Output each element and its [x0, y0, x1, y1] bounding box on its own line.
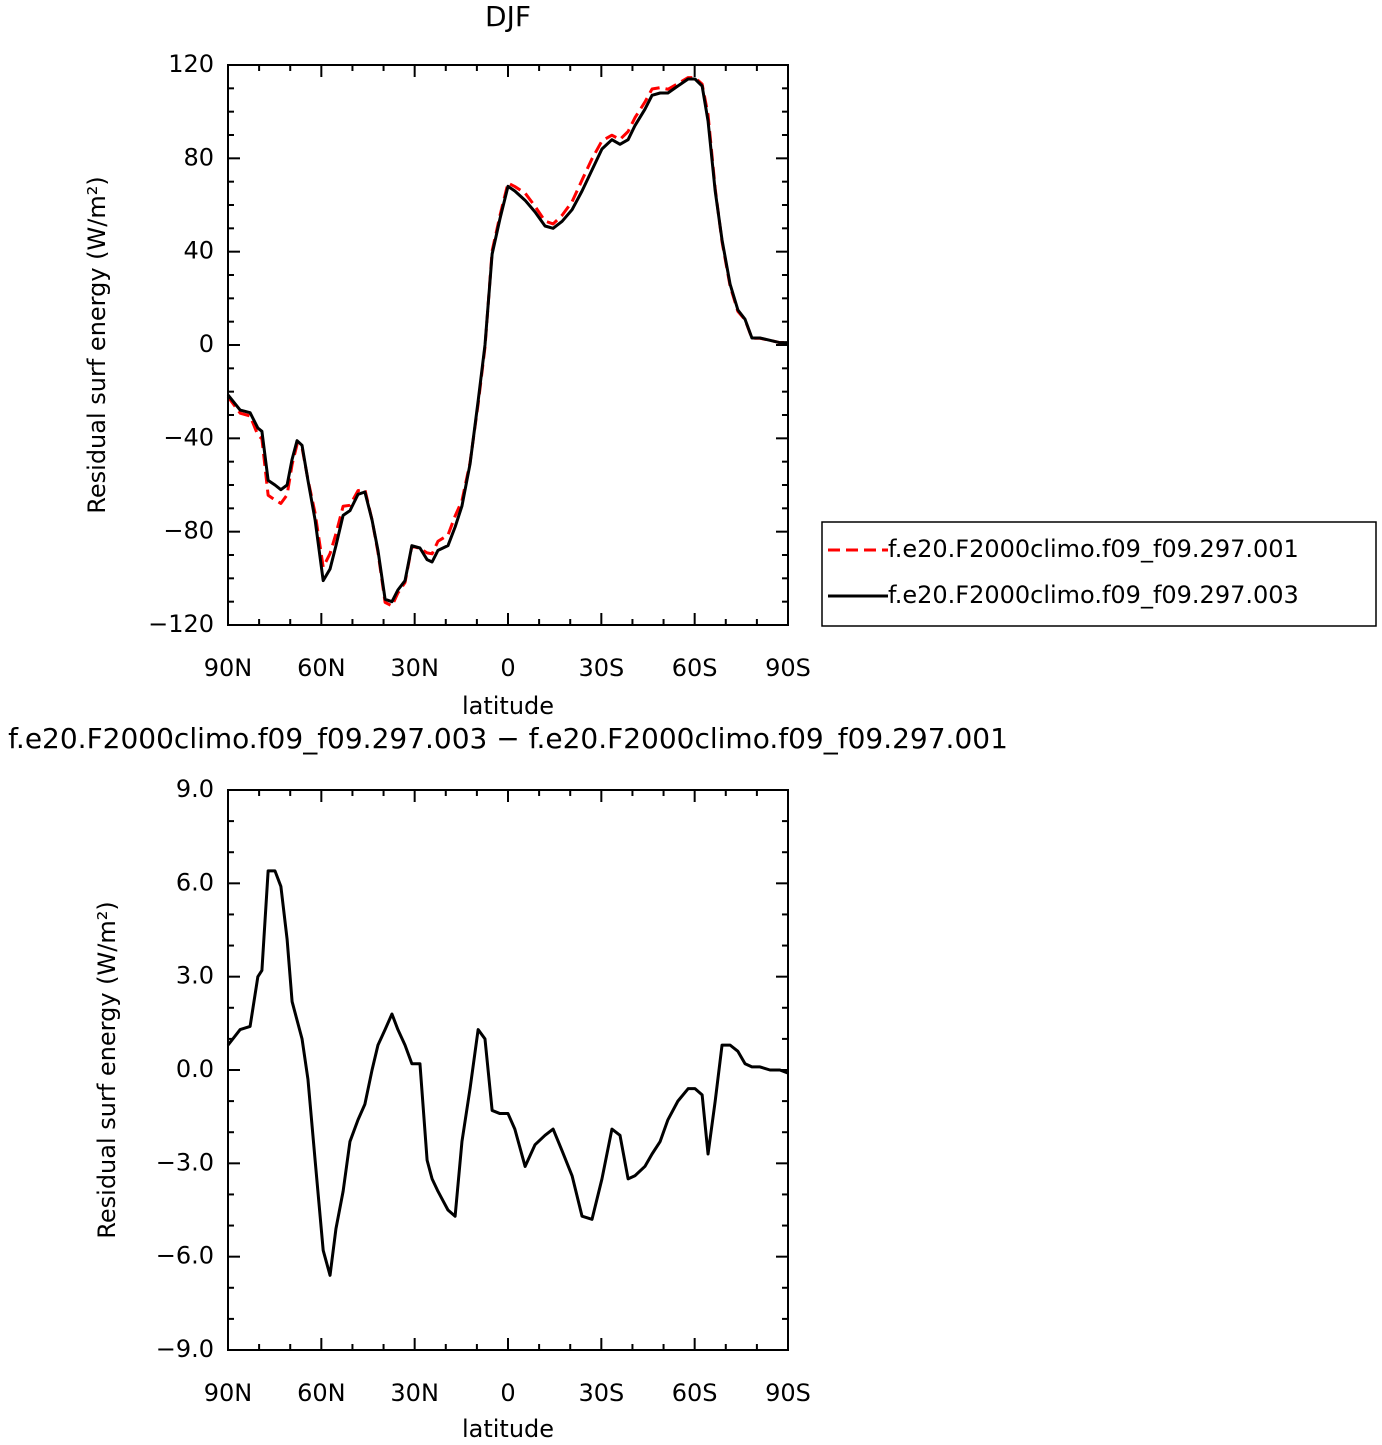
x-tick-label: 30S	[578, 1379, 624, 1407]
y-tick-label: 6.0	[176, 868, 214, 896]
y-tick-label: −120	[148, 610, 214, 638]
data-line	[226, 76, 789, 608]
y-tick-label: −6.0	[156, 1242, 214, 1270]
y-tick-label: 0	[199, 330, 214, 358]
x-tick-label: 60N	[297, 654, 346, 682]
plot-frame	[227, 789, 789, 1351]
y-tick-label: −80	[163, 517, 214, 545]
panel: DJF latitude Residual surf energy (W/m²) 90…	[83, 0, 1377, 720]
x-tick-label: 60N	[297, 1379, 346, 1407]
y-tick-label: −9.0	[156, 1335, 214, 1363]
legend-box	[821, 521, 1377, 627]
y-tick-label: 40	[183, 237, 214, 265]
y-tick-label: 120	[168, 50, 214, 78]
x-tick-label: 60S	[672, 654, 718, 682]
y-axis-label: Residual surf energy (W/m²)	[93, 901, 121, 1238]
chart-title: f.e20.F2000climo.f09_f09.297.003 − f.e20…	[8, 722, 1008, 755]
x-tick-label: 30S	[578, 654, 624, 682]
x-tick-label: 0	[500, 654, 515, 682]
plot-frame	[227, 64, 789, 626]
x-tick-label: 90N	[204, 1379, 253, 1407]
chart-title: DJF	[485, 0, 531, 33]
data-line	[226, 869, 789, 1277]
x-tick-label: 0	[500, 1379, 515, 1407]
x-tick-label: 30N	[390, 654, 439, 682]
y-axis-label: Residual surf energy (W/m²)	[83, 176, 111, 513]
y-tick-label: 0.0	[176, 1055, 214, 1083]
legend-label: f.e20.F2000climo.f09_f09.297.001	[888, 535, 1299, 563]
y-tick-label: −40	[163, 423, 214, 451]
panel: f.e20.F2000climo.f09_f09.297.003 − f.e20…	[8, 722, 1008, 1443]
legend: f.e20.F2000climo.f09_f09.297.001 f.e20.F2…	[821, 521, 1377, 627]
legend-label: f.e20.F2000climo.f09_f09.297.003	[888, 581, 1299, 609]
x-tick-label: 30N	[390, 1379, 439, 1407]
x-tick-label: 90S	[765, 1379, 811, 1407]
x-axis-label: latitude	[462, 1415, 554, 1443]
x-tick-label: 90N	[204, 654, 253, 682]
data-line	[226, 77, 788, 604]
y-tick-label: 80	[183, 143, 214, 171]
y-tick-label: −3.0	[156, 1148, 214, 1176]
y-tick-label: 9.0	[176, 775, 214, 803]
x-axis-label: latitude	[462, 692, 554, 720]
x-tick-label: 60S	[672, 1379, 718, 1407]
x-tick-label: 90S	[765, 654, 811, 682]
y-tick-label: 3.0	[176, 962, 214, 990]
